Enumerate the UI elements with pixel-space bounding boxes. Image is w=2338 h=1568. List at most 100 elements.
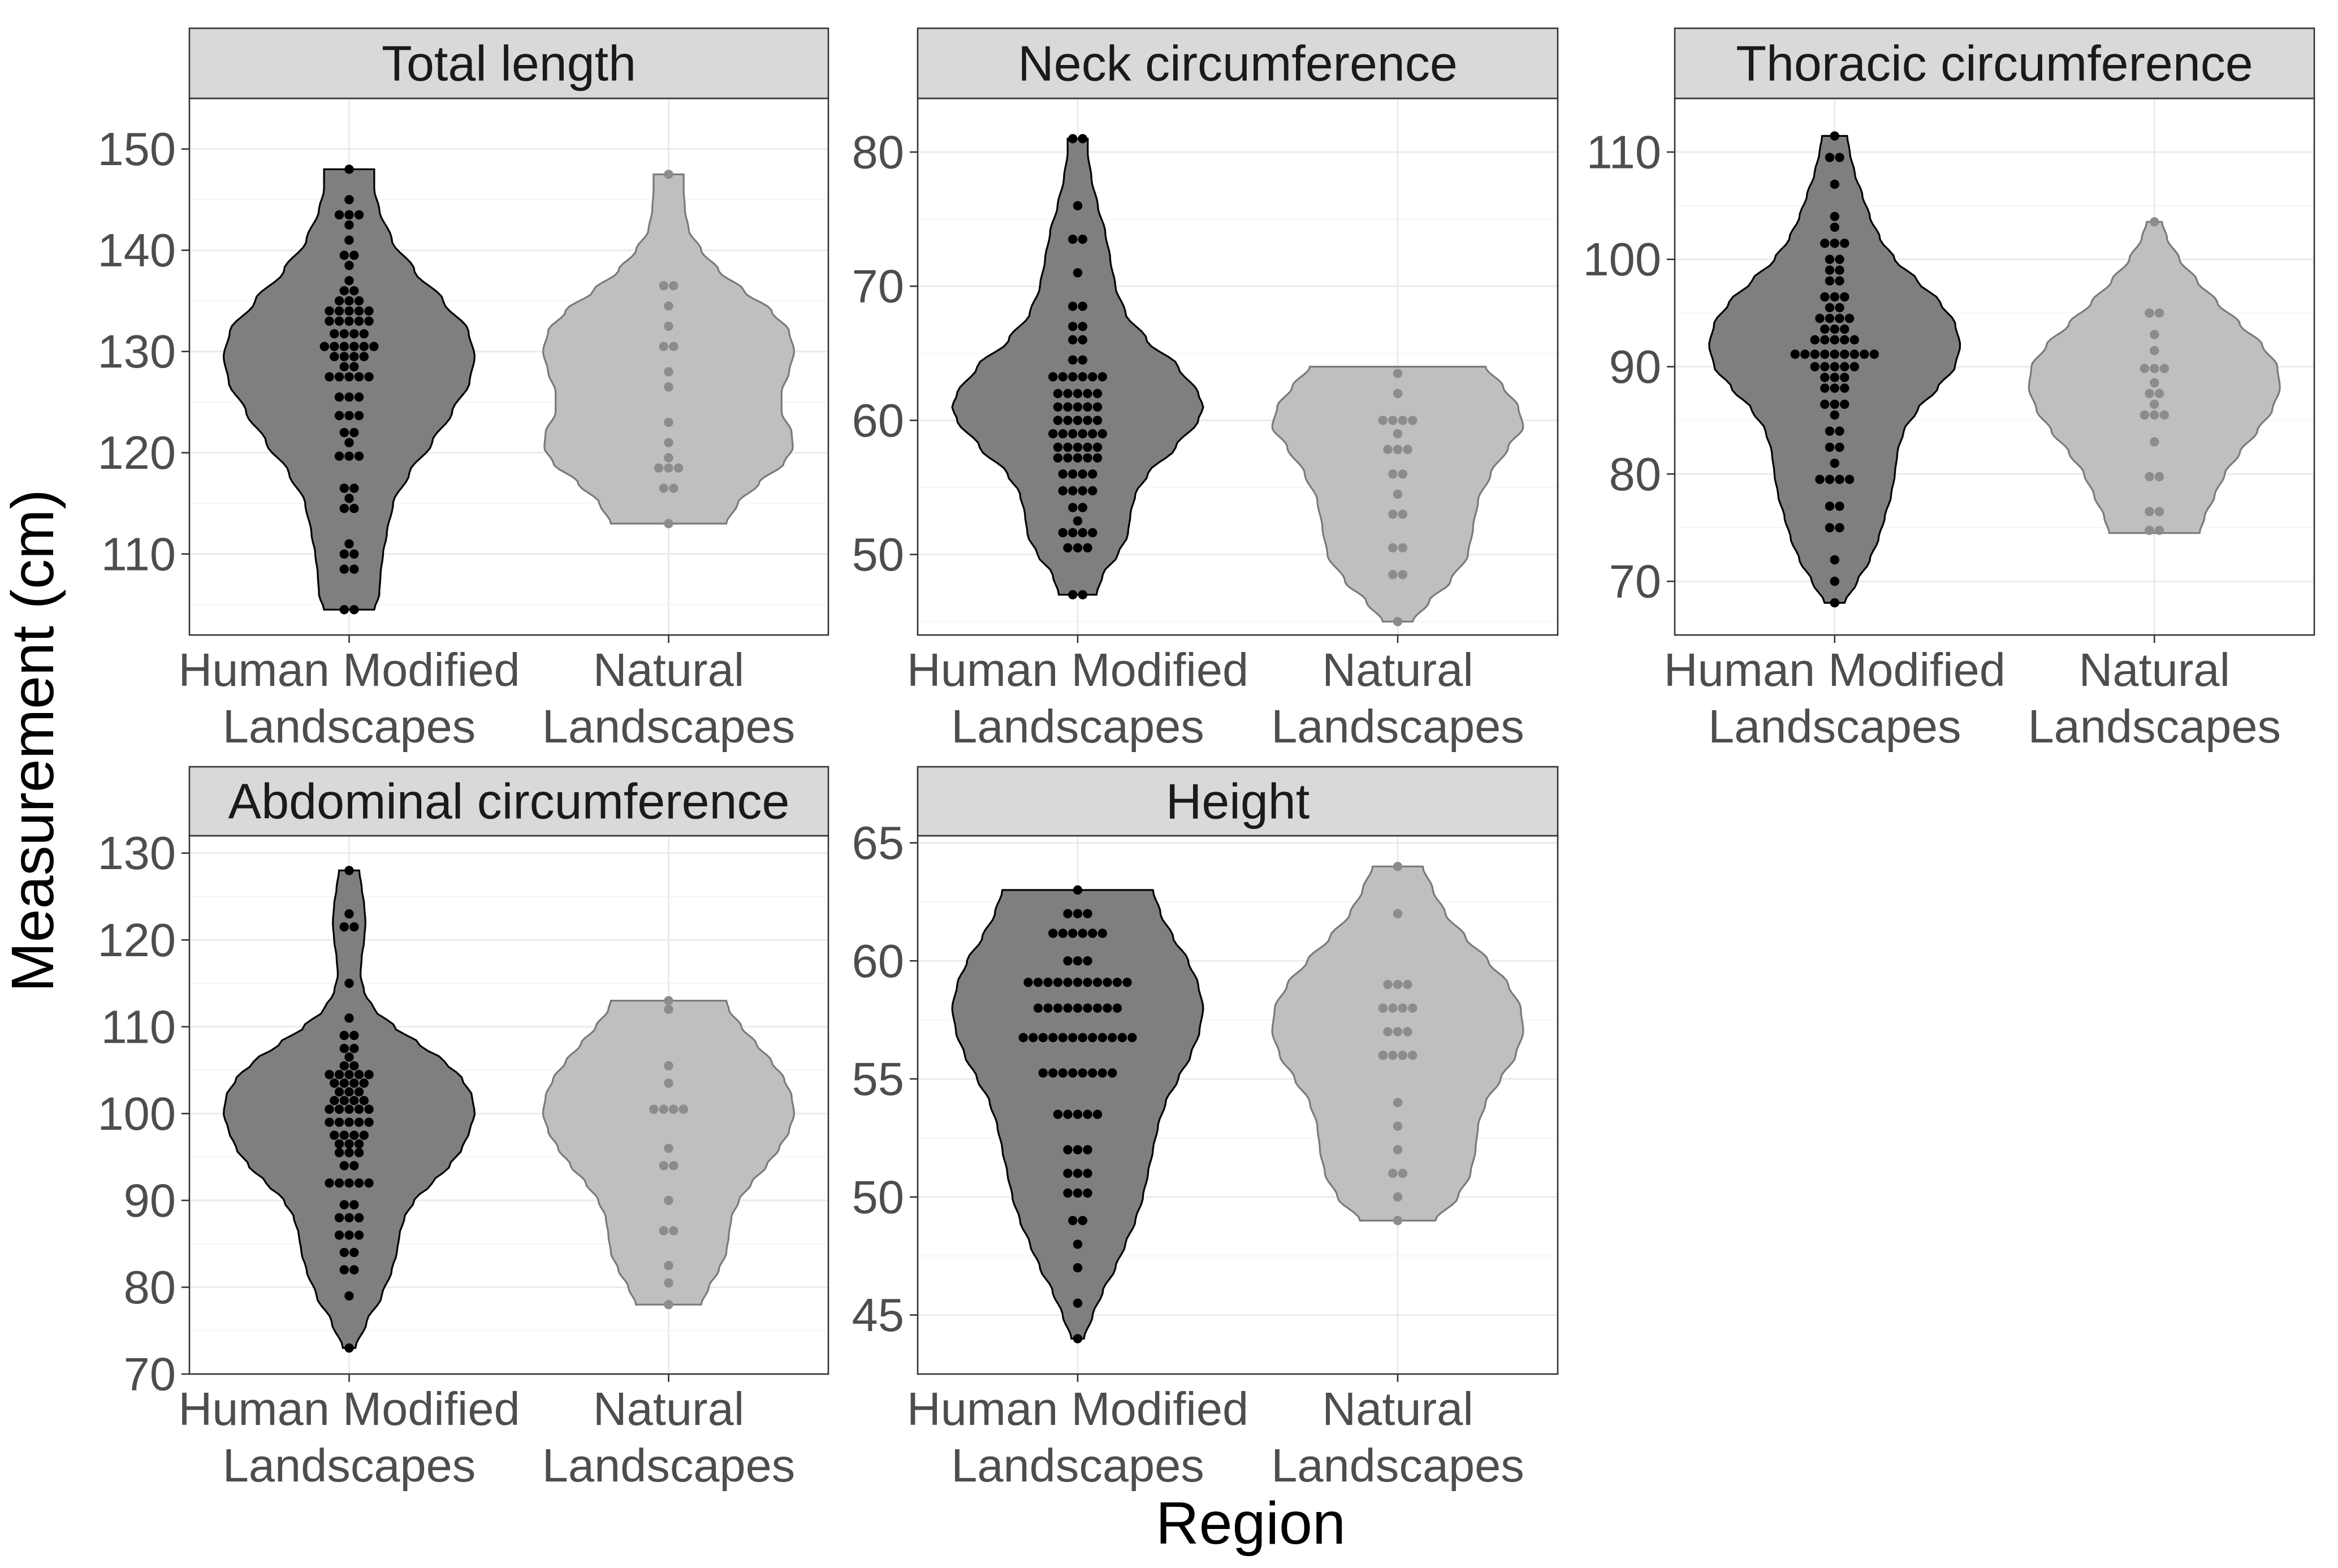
data-point [1830, 555, 1839, 565]
data-point [344, 220, 354, 230]
y-tick-label: 120 [98, 914, 176, 966]
data-point [344, 978, 354, 988]
data-point [664, 1278, 673, 1288]
data-point [1083, 402, 1092, 412]
data-point [1078, 1033, 1088, 1043]
data-point [1058, 429, 1068, 439]
data-point [1068, 486, 1078, 496]
data-point [344, 1104, 354, 1114]
y-tick-label: 60 [852, 935, 904, 987]
data-point [664, 463, 673, 473]
data-point [1383, 979, 1393, 990]
data-point [339, 549, 349, 559]
data-point [1063, 543, 1073, 552]
data-point [354, 1230, 364, 1240]
violin-natural [542, 173, 796, 525]
data-point [349, 1044, 359, 1053]
data-point [1073, 402, 1083, 412]
data-point [1018, 1033, 1028, 1043]
data-point [344, 235, 354, 245]
data-point [1092, 388, 1103, 399]
data-point [1068, 134, 1078, 144]
data-point [1840, 335, 1849, 345]
data-point [359, 1130, 369, 1140]
data-point [344, 539, 354, 548]
data-point [339, 427, 349, 438]
data-point [349, 427, 359, 438]
data-point [1830, 211, 1839, 221]
data-point [1083, 388, 1092, 399]
data-point [1393, 1027, 1403, 1036]
data-point [344, 392, 354, 402]
data-point [344, 1230, 354, 1240]
data-point [1078, 486, 1088, 496]
data-point [1073, 543, 1083, 552]
data-point [349, 564, 359, 574]
data-point [359, 342, 369, 351]
data-point [1078, 503, 1088, 512]
data-point [1092, 416, 1103, 425]
data-point [334, 392, 344, 402]
data-point [1063, 956, 1073, 966]
data-point [1073, 1168, 1083, 1178]
data-point [1393, 617, 1403, 627]
data-point [349, 922, 359, 932]
y-tick-label: 120 [98, 426, 176, 479]
data-point [1068, 1033, 1078, 1043]
data-point [1068, 1216, 1078, 1225]
violin-natural [1271, 865, 1524, 1222]
data-point [1033, 1003, 1043, 1013]
data-point [2150, 437, 2159, 447]
y-tick-label: 110 [101, 528, 176, 580]
data-point [1092, 442, 1103, 452]
data-point [1393, 1121, 1403, 1131]
data-point [1078, 301, 1088, 311]
data-point [334, 1178, 344, 1188]
data-point [339, 504, 349, 513]
data-point [1820, 335, 1830, 345]
data-point [1869, 349, 1879, 359]
data-point [1393, 388, 1403, 399]
data-point [349, 250, 359, 260]
data-point [339, 352, 349, 361]
data-point [1063, 1003, 1073, 1013]
data-point [325, 316, 334, 326]
data-point [669, 483, 679, 493]
data-point [1068, 429, 1078, 439]
data-point [1800, 349, 1810, 359]
data-point [1063, 402, 1073, 412]
data-point [1835, 265, 1844, 275]
data-point [2154, 507, 2164, 516]
data-point [364, 1178, 374, 1188]
y-tick-label: 50 [852, 528, 904, 581]
data-point [349, 1078, 359, 1088]
data-point [2150, 330, 2159, 339]
data-point [349, 1130, 359, 1140]
data-point [344, 165, 354, 174]
data-point [1122, 978, 1132, 987]
data-point [339, 329, 349, 339]
data-point [349, 1031, 359, 1040]
data-point [1078, 1216, 1088, 1225]
data-point [1068, 335, 1078, 345]
data-point [1063, 978, 1073, 987]
data-point [659, 342, 669, 351]
data-point [1825, 474, 1835, 484]
data-point [330, 1130, 339, 1140]
data-point [1840, 399, 1849, 409]
data-point [344, 1148, 354, 1157]
data-point [364, 1117, 374, 1127]
data-point [664, 1078, 673, 1088]
data-point [1063, 1188, 1073, 1198]
data-point [364, 372, 374, 382]
x-tick-label: Human Modified Landscapes [907, 1383, 1248, 1492]
data-point [1383, 1027, 1393, 1036]
data-point [1388, 416, 1398, 425]
data-point [659, 1226, 669, 1236]
data-point [1835, 303, 1844, 313]
data-point [1830, 383, 1839, 393]
data-point [330, 329, 339, 339]
data-point [1073, 453, 1083, 463]
x-tick-label: Human Modified Landscapes [178, 1383, 520, 1492]
data-point [1844, 474, 1855, 484]
